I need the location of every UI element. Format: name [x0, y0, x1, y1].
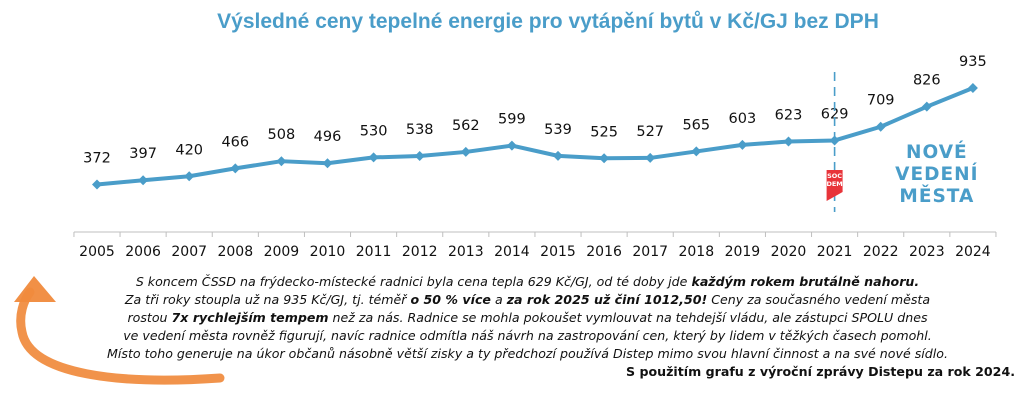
data-label-2006: 397 — [129, 146, 157, 162]
point-2020 — [783, 136, 794, 147]
data-label-2019: 603 — [729, 111, 757, 127]
badge-text-1: SOC — [827, 172, 842, 180]
x-tick-label-2010: 2010 — [310, 244, 346, 260]
nove-vedeni-line-3: MĚSTA — [899, 185, 974, 207]
x-tick-label-2014: 2014 — [494, 244, 530, 260]
x-tick-label-2012: 2012 — [402, 244, 438, 260]
x-tick-label-2018: 2018 — [678, 244, 714, 260]
data-label-2016: 525 — [590, 124, 618, 140]
point-2008 — [230, 163, 241, 174]
x-tick-label-2011: 2011 — [356, 244, 392, 260]
point-2018 — [691, 146, 702, 157]
x-tick-label-2006: 2006 — [125, 244, 161, 260]
x-tick-label-2024: 2024 — [955, 244, 991, 260]
data-label-2015: 539 — [544, 122, 572, 138]
caption-line-4: ve vedení města rovněž figurují, navíc r… — [123, 328, 932, 343]
price-line — [96, 86, 974, 187]
nove-vedeni-line-1: NOVÉ — [906, 141, 968, 163]
socdem-badge — [826, 170, 843, 201]
data-label-2022: 709 — [867, 93, 895, 109]
data-labels: 372 397 420 466 508 496 530 538 562 599 539 525 527 5… — [83, 54, 987, 167]
point-2011 — [368, 152, 379, 163]
data-label-2017: 527 — [636, 124, 664, 140]
data-label-2024: 935 — [959, 54, 987, 70]
point-2023 — [921, 101, 932, 112]
caption: S koncem ČSSD na frýdecko-místecké radni… — [40, 273, 1015, 381]
point-2010 — [322, 158, 333, 169]
chart-title: Výsledné ceny tepelné energie pro vytápě… — [217, 10, 879, 33]
data-label-2014: 599 — [498, 112, 526, 128]
data-label-2007: 420 — [175, 142, 203, 158]
nove-vedeni-line-2: VEDENÍ — [895, 163, 978, 185]
x-tick-label-2007: 2007 — [171, 244, 207, 260]
data-label-2020: 623 — [775, 107, 803, 123]
x-tick-label-2016: 2016 — [586, 244, 622, 260]
caption-line-5: Místo toho generuje na úkor občanů násob… — [107, 346, 948, 361]
data-label-2018: 565 — [682, 117, 710, 133]
x-tick-label-2022: 2022 — [863, 244, 899, 260]
x-tick-label-2009: 2009 — [264, 244, 300, 260]
data-label-2011: 530 — [360, 123, 388, 139]
caption-source: S použitím grafu z výroční zprávy Distep… — [626, 364, 1015, 379]
data-label-2009: 508 — [268, 127, 296, 143]
caption-line-2: Za tři roky stoupla už na 935 Kč/GJ, tj.… — [124, 292, 931, 307]
x-tick-label-2021: 2021 — [817, 244, 853, 260]
point-2005 — [92, 179, 102, 190]
arrow-shaft — [16, 287, 225, 385]
data-label-2008: 466 — [221, 134, 249, 150]
point-2017 — [645, 152, 656, 163]
data-label-2021: 629 — [821, 106, 849, 122]
point-2015 — [553, 150, 563, 161]
x-tick-label-2019: 2019 — [725, 244, 761, 260]
caption-line-3: rostou 7x rychlejším tempem než za nás. … — [127, 310, 928, 325]
x-tick-label-2008: 2008 — [217, 244, 253, 260]
x-tick-label-2023: 2023 — [909, 244, 945, 260]
data-label-2023: 826 — [913, 73, 941, 89]
badge-text-2: DEM — [826, 180, 842, 188]
point-2006 — [138, 175, 149, 186]
point-2013 — [460, 146, 471, 157]
point-2012 — [414, 151, 425, 162]
point-2007 — [184, 171, 195, 182]
x-tick-label-2005: 2005 — [79, 244, 115, 260]
orange-arrow — [14, 276, 225, 385]
x-tick-label-2017: 2017 — [632, 244, 668, 260]
x-tick-label-2013: 2013 — [448, 244, 484, 260]
x-tick-label-2020: 2020 — [771, 244, 807, 260]
data-label-2005: 372 — [83, 151, 111, 167]
point-2022 — [875, 121, 886, 132]
point-2009 — [276, 156, 287, 167]
point-2019 — [737, 139, 748, 150]
caption-line-1: S koncem ČSSD na frýdecko-místecké radni… — [135, 274, 920, 289]
data-label-2012: 538 — [406, 122, 434, 138]
data-label-2010: 496 — [314, 129, 342, 145]
x-axis: 2005 2006 2007 2008 2009 2010 2011 2012 2013 2014… — [73, 231, 997, 260]
point-2024 — [967, 83, 978, 93]
x-tick-label-2015: 2015 — [540, 244, 576, 260]
point-2014 — [506, 140, 517, 151]
arrow-head — [14, 276, 56, 302]
data-label-2013: 562 — [452, 118, 480, 134]
point-2016 — [599, 153, 610, 164]
